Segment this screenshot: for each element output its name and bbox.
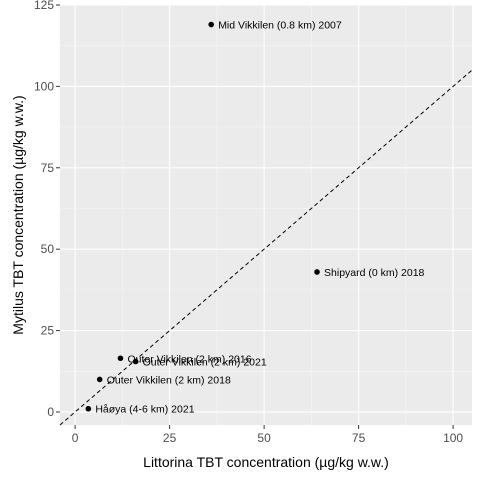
- x-tick-label: 25: [163, 431, 177, 445]
- x-axis-title: Littorina TBT concentration (µg/kg w.w.): [143, 454, 389, 470]
- data-point: [117, 355, 124, 362]
- point-label: Håøya (4-6 km) 2021: [95, 404, 194, 416]
- minor-gridlines: [60, 5, 472, 425]
- y-tick-label: 125: [34, 0, 54, 12]
- y-tick-label: 75: [41, 161, 55, 175]
- data-point: [208, 21, 214, 28]
- y-axis-ticks: 0 25 50 75 100 125: [34, 0, 60, 419]
- x-tick-label: 100: [443, 431, 463, 445]
- y-tick-label: 50: [41, 242, 55, 256]
- y-tick-label: 100: [34, 79, 54, 93]
- x-tick-label: 0: [72, 431, 79, 445]
- data-point: [314, 269, 320, 275]
- x-tick-label: 75: [352, 431, 366, 445]
- y-tick-label: 0: [47, 405, 54, 419]
- data-point: [96, 376, 103, 383]
- plot-panel: [60, 5, 472, 425]
- point-label: Mid Vikkilen (0.8 km) 2007: [218, 20, 342, 32]
- x-tick-label: 50: [257, 431, 271, 445]
- data-point: [132, 358, 139, 365]
- point-label: Outer Vikkilen (2 km) 2021: [143, 357, 267, 369]
- y-axis-title: Mytilus TBT concentration (µg/kg w.w.): [10, 95, 26, 334]
- data-point: [85, 405, 92, 412]
- data-points: [85, 21, 320, 412]
- x-axis-ticks: 0 25 50 75 100: [72, 425, 463, 445]
- point-label: Outer Vikkilen (2 km) 2018: [107, 374, 231, 386]
- major-gridlines: [60, 4, 472, 425]
- y-tick-label: 25: [41, 324, 55, 338]
- point-label: Outer Vikkilen (2 km) 2016: [127, 353, 251, 365]
- point-labels: Mid Vikkilen (0.8 km) 2007 Shipyard (0 km…: [95, 20, 424, 416]
- point-label: Shipyard (0 km) 2018: [324, 267, 425, 279]
